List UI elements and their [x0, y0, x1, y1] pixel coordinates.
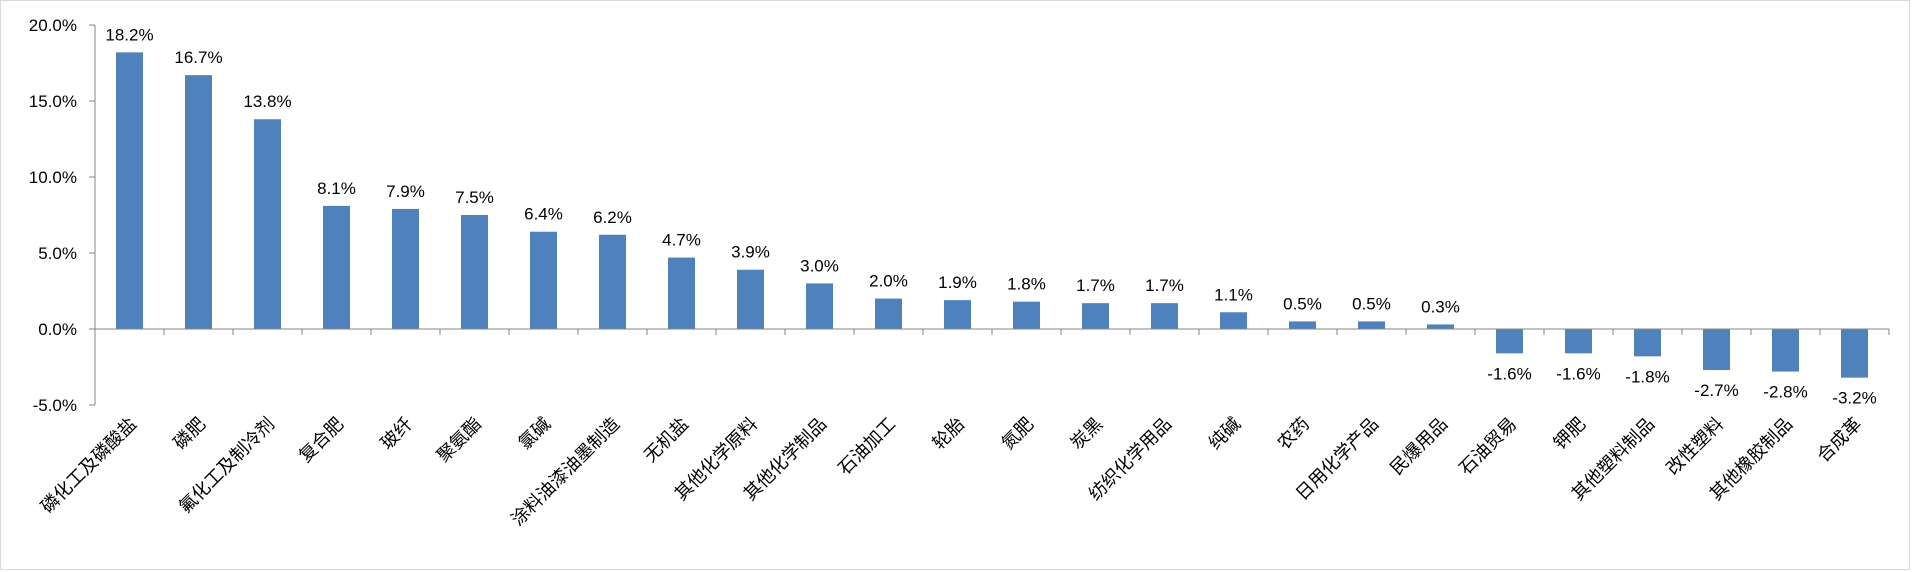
bar — [944, 300, 971, 329]
bar — [1358, 321, 1385, 329]
bars — [116, 52, 1868, 378]
data-label: -2.8% — [1763, 383, 1807, 402]
category-label: 钾肥 — [1550, 414, 1590, 454]
data-label: 2.0% — [869, 272, 908, 291]
bar — [1013, 301, 1040, 329]
category-label: 改性塑料 — [1662, 414, 1728, 480]
y-axis: 20.0% 15.0% 10.0% 5.0% 0.0% -5.0% — [29, 16, 96, 415]
data-label: 18.2% — [105, 25, 153, 44]
x-axis — [94, 328, 1890, 335]
bar — [1289, 321, 1316, 329]
data-label: 1.7% — [1076, 276, 1115, 295]
category-label: 氯碱 — [515, 414, 555, 454]
bar — [1703, 329, 1730, 371]
data-label: -1.8% — [1625, 367, 1669, 386]
data-label: 4.7% — [662, 231, 701, 250]
y-tick-label: 10.0% — [29, 168, 77, 187]
data-label: 7.5% — [455, 188, 494, 207]
category-label: 聚氨酯 — [433, 414, 486, 467]
bar — [461, 215, 488, 329]
data-label: 3.9% — [731, 243, 770, 262]
bar — [116, 52, 143, 330]
y-tick-label: -5.0% — [33, 396, 77, 415]
bar — [875, 298, 902, 329]
bar — [1565, 329, 1592, 354]
bar — [323, 205, 350, 329]
bar — [530, 231, 557, 329]
y-tick-label: 15.0% — [29, 92, 77, 111]
y-tick-label: 0.0% — [38, 320, 77, 339]
category-label: 纯碱 — [1205, 414, 1245, 454]
bar — [806, 283, 833, 329]
bar — [1427, 324, 1454, 329]
category-label: 氮肥 — [998, 414, 1038, 454]
category-label: 轮胎 — [929, 414, 969, 454]
data-label: -1.6% — [1556, 364, 1600, 383]
data-label: 1.7% — [1145, 276, 1184, 295]
bar — [599, 234, 626, 329]
data-label: -2.7% — [1694, 381, 1738, 400]
category-label: 玻纤 — [377, 414, 417, 454]
bar — [1151, 303, 1178, 329]
category-label: 石油贸易 — [1455, 414, 1521, 480]
category-label: 复合肥 — [295, 414, 348, 467]
bar — [1634, 329, 1661, 357]
data-label: 0.5% — [1283, 294, 1322, 313]
data-label: 0.5% — [1352, 294, 1391, 313]
data-label: 13.8% — [243, 92, 291, 111]
data-label: 1.1% — [1214, 285, 1253, 304]
bar — [1220, 312, 1247, 329]
data-label: -1.6% — [1487, 364, 1531, 383]
category-label: 磷肥 — [170, 414, 210, 454]
data-label: 6.2% — [593, 208, 632, 227]
data-labels: 18.2% 16.7% 13.8% 8.1% 7.9% 7.5% 6.4% 6.2% 4.7% 3… — [105, 25, 1876, 407]
y-tick-label: 5.0% — [38, 244, 77, 263]
bar — [1772, 329, 1799, 372]
bar — [1496, 329, 1523, 354]
bar — [737, 269, 764, 329]
bar — [668, 257, 695, 329]
category-label: 炭黑 — [1067, 414, 1107, 454]
category-label: 磷化工及磷酸盐 — [37, 414, 141, 518]
data-label: 3.0% — [800, 256, 839, 275]
bar — [1082, 303, 1109, 329]
y-tick-label: 20.0% — [29, 16, 77, 35]
category-label: 农药 — [1274, 414, 1314, 454]
category-label: 民爆用品 — [1386, 414, 1452, 480]
bar — [254, 119, 281, 330]
data-label: -3.2% — [1832, 389, 1876, 408]
category-label: 无机盐 — [640, 414, 693, 467]
bar — [392, 208, 419, 329]
category-label: 合成革 — [1813, 414, 1866, 467]
category-label: 石油加工 — [834, 414, 900, 480]
data-label: 7.9% — [386, 182, 425, 201]
data-label: 16.7% — [174, 48, 222, 67]
data-label: 1.8% — [1007, 275, 1046, 294]
data-label: 8.1% — [317, 179, 356, 198]
data-label: 6.4% — [524, 205, 563, 224]
bar — [185, 75, 212, 329]
bar — [1841, 329, 1868, 378]
data-label: 1.9% — [938, 273, 977, 292]
data-label: 0.3% — [1421, 297, 1460, 316]
